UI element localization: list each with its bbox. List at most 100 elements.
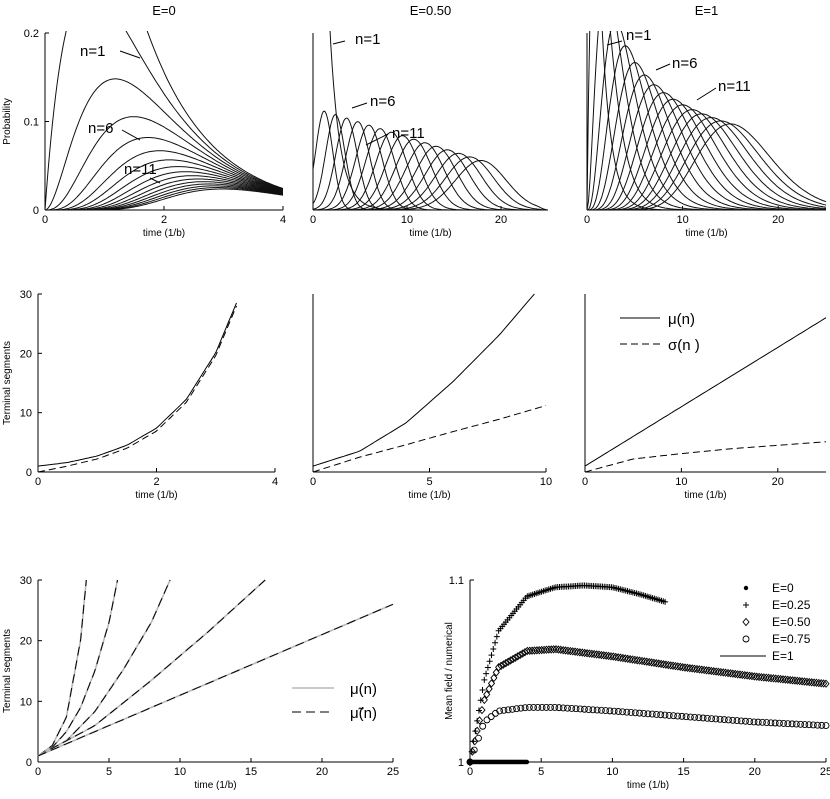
x-tick-label: 0 [310, 476, 316, 488]
x-tick-label: 2 [161, 214, 167, 226]
data-marker-diamond [805, 677, 813, 687]
data-marker-circle [559, 704, 567, 712]
data-marker-diamond [664, 660, 672, 670]
distribution-curve-n3 [45, 78, 283, 210]
x-tick-label: 25 [820, 766, 830, 778]
data-marker-diamond [633, 656, 641, 665]
data-marker-circle [733, 717, 741, 725]
distribution-curve-n16 [313, 160, 548, 210]
data-marker-circle [597, 706, 605, 714]
data-marker-diamond [757, 672, 766, 682]
data-marker-circle [720, 716, 728, 724]
data-marker-diamond [755, 672, 763, 682]
data-marker-circle [708, 715, 716, 723]
data-marker-diamond [760, 673, 768, 682]
data-marker-circle [703, 714, 711, 722]
data-marker-plus [490, 645, 497, 652]
data-marker-plus [486, 658, 493, 665]
distribution-curve-n3 [313, 113, 548, 210]
data-marker-diamond [473, 726, 481, 736]
distribution-curve-n16 [45, 188, 283, 210]
data-marker-diamond [550, 645, 558, 654]
data-marker-circle [758, 718, 766, 726]
data-marker-diamond [518, 649, 527, 658]
data-marker-plus [477, 697, 484, 704]
distribution-curve-n5 [313, 121, 548, 210]
data-marker-circle [805, 721, 813, 729]
data-marker-diamond [762, 673, 770, 682]
data-marker-diamond [745, 671, 754, 680]
data-marker-diamond [590, 649, 598, 659]
data-marker-diamond [779, 675, 787, 684]
y-axis-label: Mean field / numerical [444, 622, 455, 720]
x-tick-label: 4 [272, 476, 278, 488]
legend-label: E=0.50 [772, 615, 811, 629]
data-marker-diamond [772, 674, 780, 683]
data-marker-circle [525, 703, 533, 711]
x-tick-label: 0 [35, 766, 41, 778]
annotation-pointer [149, 177, 161, 184]
data-marker-diamond [492, 668, 500, 677]
data-marker-diamond [573, 647, 582, 657]
curve-group [313, 31, 548, 210]
data-marker-circle [767, 719, 775, 727]
data-marker-diamond [693, 664, 701, 674]
data-marker-diamond [485, 684, 493, 694]
data-marker-diamond [480, 695, 488, 705]
data-marker-circle [665, 711, 673, 719]
data-marker-diamond [638, 656, 646, 666]
data-marker-circle [542, 703, 550, 711]
data-marker-diamond [667, 661, 675, 670]
legend-label: μ(n) [668, 311, 695, 328]
data-marker-circle [653, 710, 660, 718]
data-marker-circle [517, 704, 525, 712]
curve-annotation: n=1 [626, 27, 651, 44]
curve-annotation: n=6 [370, 93, 395, 110]
data-marker-diamond [722, 668, 730, 677]
data-marker-circle [669, 712, 677, 720]
data-marker-circle [619, 708, 627, 716]
data-marker-diamond [564, 646, 572, 655]
data-marker-diamond [612, 652, 620, 662]
data-marker-circle [470, 746, 478, 754]
curve-annotation: n=6 [88, 120, 113, 137]
distribution-curve-n16 [587, 123, 826, 210]
data-marker-diamond [702, 666, 711, 675]
distribution-curve-n6 [313, 124, 548, 210]
data-marker-circle [551, 703, 559, 711]
distribution-curve-n15 [45, 187, 283, 210]
series-line [37, 302, 237, 467]
series-line [584, 441, 827, 473]
data-marker-diamond [659, 660, 668, 669]
data-marker-diamond [741, 670, 749, 680]
data-marker-circle [814, 721, 821, 729]
curve-group [587, 31, 826, 210]
y-tick-label: 1.1 [449, 575, 464, 587]
data-marker-diamond [753, 672, 761, 681]
data-marker-plus [484, 664, 491, 671]
data-marker-diamond [683, 663, 692, 673]
data-marker-circle [513, 705, 521, 713]
x-tick-label: 0 [42, 214, 48, 226]
data-marker-diamond [810, 678, 818, 687]
data-marker-circle [610, 707, 618, 715]
data-marker-diamond [636, 656, 644, 665]
data-marker-diamond [645, 657, 653, 667]
distribution-curve-n9 [313, 135, 548, 210]
data-marker-diamond [640, 657, 649, 666]
data-marker-diamond [774, 674, 782, 684]
data-marker-diamond [602, 651, 610, 660]
annotation-pointer [606, 40, 623, 46]
distribution-curve-n3 [587, 31, 826, 210]
data-marker-diamond [803, 677, 811, 686]
x-tick-label: 5 [426, 476, 432, 488]
annotation-pointer [332, 40, 346, 45]
x-tick-label: 0 [35, 476, 41, 488]
data-marker-diamond [798, 677, 806, 686]
data-marker-circle [602, 707, 610, 715]
chart-b2: 0 5 10 time (1/b) [310, 293, 552, 501]
x-tick-label: 2 [153, 476, 159, 488]
distribution-curve-n6 [587, 61, 826, 210]
data-marker-diamond [571, 647, 579, 656]
